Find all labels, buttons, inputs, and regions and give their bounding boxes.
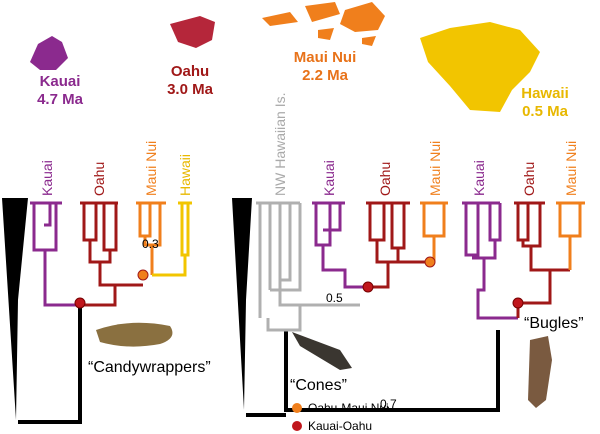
tip-label: Maui Nui bbox=[563, 141, 579, 196]
tip-label: NW Hawaiian Is. bbox=[272, 93, 288, 196]
island-name: Maui Nui bbox=[294, 49, 357, 66]
tip-label: Oahu bbox=[91, 162, 107, 196]
group-label: “Candywrappers” bbox=[88, 359, 211, 376]
island-name: Kauai bbox=[40, 73, 81, 90]
kauai-map bbox=[30, 36, 68, 70]
oahu-map bbox=[170, 16, 215, 48]
tip-label: Kauai bbox=[39, 160, 55, 196]
tip-label: Kauai bbox=[321, 160, 337, 196]
group-label: “Cones” bbox=[290, 377, 347, 394]
island-name: Hawaii bbox=[521, 85, 569, 102]
island-name: Oahu bbox=[171, 63, 209, 80]
legend-label: Oahu-Maui Nui bbox=[308, 401, 389, 415]
maui-nui-map bbox=[262, 2, 385, 46]
hawaii-map bbox=[420, 22, 540, 112]
island-age: 0.5 Ma bbox=[522, 103, 569, 120]
node-label: 0.3 bbox=[142, 237, 159, 251]
tip-label: Kauai bbox=[471, 160, 487, 196]
tip-label: Hawaii bbox=[177, 154, 193, 196]
shell bbox=[96, 322, 173, 347]
legend-label: Kauai-Oahu bbox=[308, 419, 372, 433]
shell bbox=[528, 336, 552, 408]
island-age: 3.0 Ma bbox=[167, 81, 214, 98]
group-label: “Bugles” bbox=[524, 315, 584, 332]
tip-label: Oahu bbox=[521, 162, 537, 196]
legend-dot bbox=[292, 421, 302, 431]
island-age: 4.7 Ma bbox=[37, 91, 84, 108]
node-label: 0.5 bbox=[326, 291, 343, 305]
legend: Oahu-Maui Nui Kauai-Oahu bbox=[292, 401, 389, 433]
tip-label: Oahu bbox=[377, 162, 393, 196]
island-age: 2.2 Ma bbox=[302, 67, 349, 84]
shell bbox=[292, 332, 352, 370]
tip-label: Maui Nui bbox=[427, 141, 443, 196]
tree-3: Kauai Oahu Maui Nui “Bugles” bbox=[462, 141, 585, 408]
legend-dot bbox=[292, 403, 302, 413]
tree-1: Kauai Oahu Maui Nui Hawaii 0.3 “Candywra… bbox=[2, 141, 211, 424]
root-label: 0.7 bbox=[380, 397, 397, 411]
tip-label: Maui Nui bbox=[143, 141, 159, 196]
tree-2: NW Hawaiian Is. Kauai Oahu Maui Nui 0.5 … bbox=[232, 93, 500, 417]
